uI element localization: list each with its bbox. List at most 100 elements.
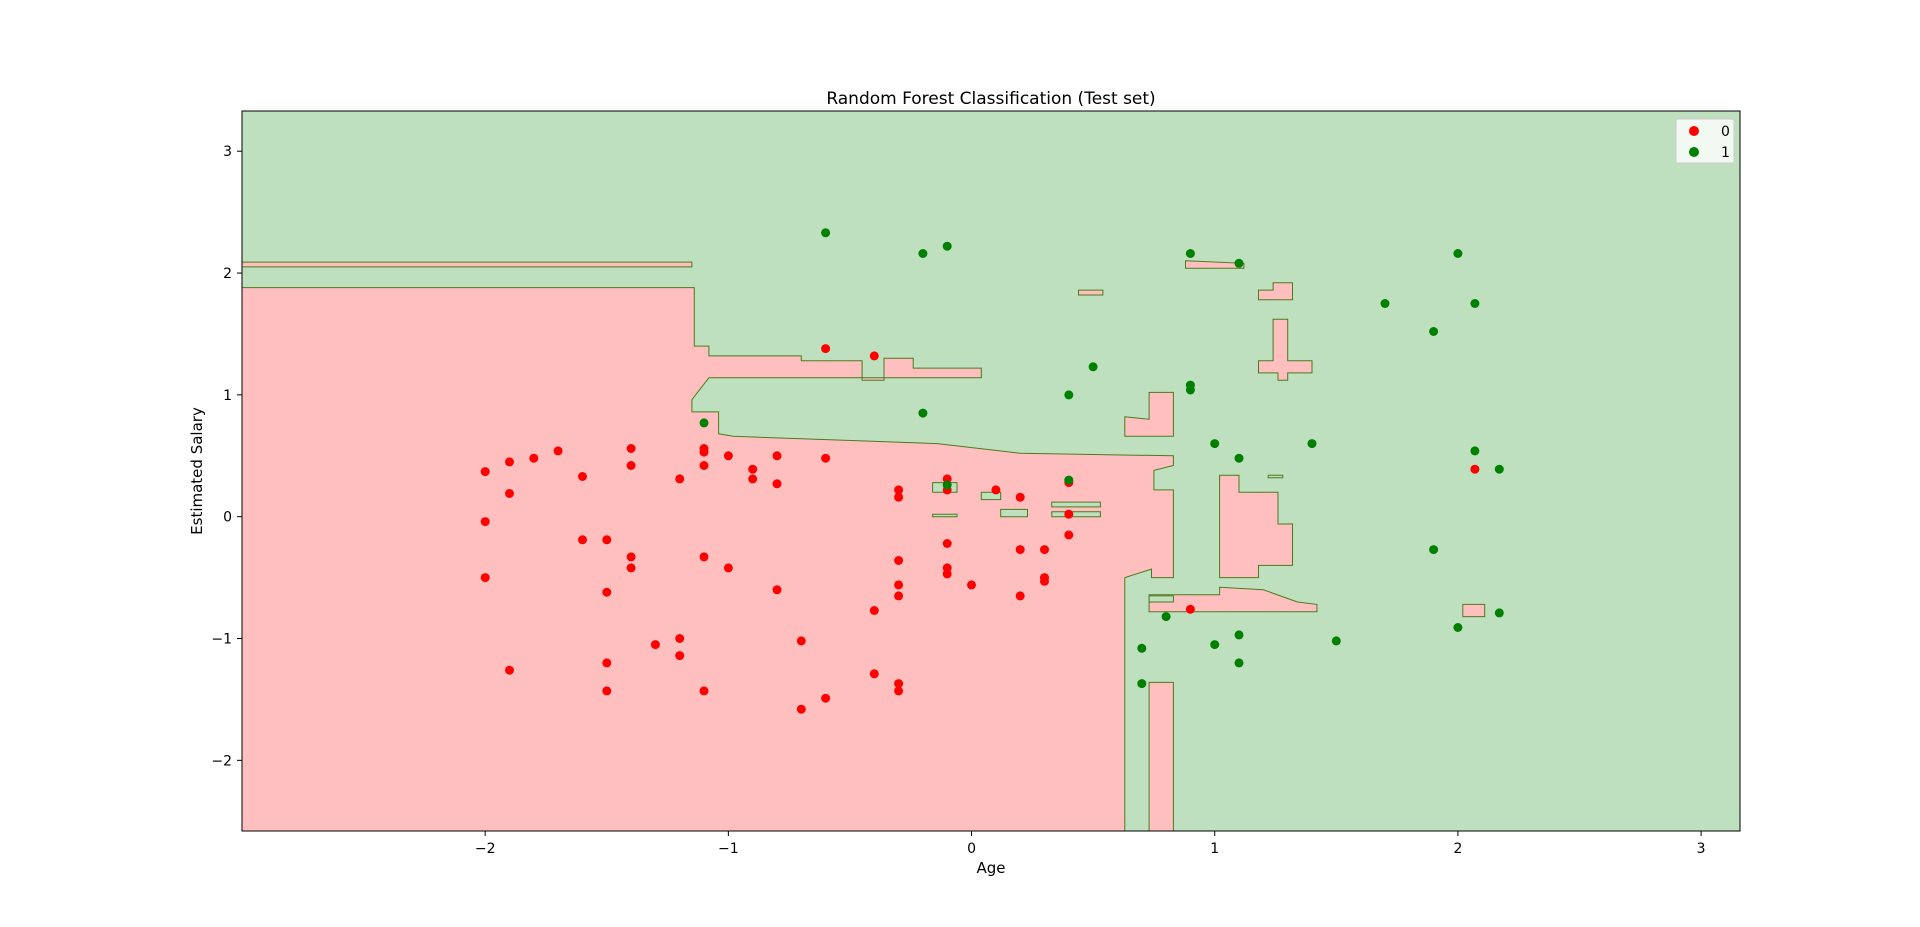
class-0-region xyxy=(1185,260,1245,269)
data-point-class-0 xyxy=(991,485,1001,495)
data-point-class-1 xyxy=(699,418,709,428)
x-tick-label: 3 xyxy=(1697,841,1706,857)
data-point-class-0 xyxy=(796,636,806,646)
data-point-class-0 xyxy=(602,658,612,668)
x-tick-label: −2 xyxy=(475,841,496,857)
data-point-class-1 xyxy=(1185,249,1195,258)
y-tick-label: −2 xyxy=(211,753,232,769)
data-point-class-0 xyxy=(602,535,612,545)
data-point-class-1 xyxy=(1470,446,1480,456)
data-point-class-1 xyxy=(1234,258,1244,268)
legend: 0 1 xyxy=(1675,118,1735,164)
chart-title: Random Forest Classification (Test set) xyxy=(826,89,1155,109)
data-point-class-0 xyxy=(772,479,782,489)
data-point-class-0 xyxy=(894,580,904,590)
legend-marker-class-0 xyxy=(1689,126,1699,136)
data-point-class-1 xyxy=(1234,453,1244,463)
data-point-class-0 xyxy=(894,485,904,495)
data-point-class-0 xyxy=(602,686,612,696)
data-point-class-1 xyxy=(942,241,952,251)
data-point-class-1 xyxy=(1453,249,1463,258)
data-point-class-0 xyxy=(1064,530,1074,540)
data-point-class-0 xyxy=(869,606,879,615)
data-point-class-0 xyxy=(529,453,539,463)
y-axis-ticks: −2 −1 0 1 2 3 xyxy=(211,144,242,769)
data-point-class-1 xyxy=(821,228,831,238)
data-point-class-0 xyxy=(821,693,831,703)
class-1-region xyxy=(932,513,958,518)
data-point-class-0 xyxy=(1185,604,1195,614)
x-axis-ticks: −2 −1 0 1 2 3 xyxy=(475,831,1706,857)
data-point-class-0 xyxy=(821,453,831,463)
data-point-class-0 xyxy=(894,492,904,502)
class-0-region xyxy=(242,261,693,268)
class-0-region xyxy=(1124,391,1174,437)
data-point-class-1 xyxy=(1307,439,1317,449)
legend-label-class-1: 1 xyxy=(1721,145,1730,161)
data-point-class-0 xyxy=(967,580,976,590)
class-0-region xyxy=(1462,603,1486,618)
data-point-class-0 xyxy=(505,457,514,467)
data-point-class-1 xyxy=(918,249,928,258)
class-1-region xyxy=(1148,595,1174,603)
data-point-class-0 xyxy=(578,535,587,545)
y-tick-label: 1 xyxy=(223,388,232,404)
x-tick-label: −1 xyxy=(718,841,739,857)
y-tick-label: −1 xyxy=(211,632,232,648)
data-point-class-0 xyxy=(553,446,563,456)
data-point-class-1 xyxy=(1137,643,1147,653)
data-point-class-1 xyxy=(1453,623,1463,632)
data-point-class-0 xyxy=(505,665,514,675)
x-axis-label: Age xyxy=(976,859,1005,877)
data-point-class-0 xyxy=(723,451,733,461)
data-point-class-0 xyxy=(942,539,952,548)
data-point-class-0 xyxy=(942,569,952,579)
data-point-class-0 xyxy=(772,451,782,461)
data-point-class-1 xyxy=(1234,658,1244,668)
data-point-class-0 xyxy=(626,444,636,453)
data-point-class-1 xyxy=(1494,464,1504,474)
class-1-region xyxy=(1000,508,1028,518)
data-point-class-1 xyxy=(1064,390,1074,400)
data-point-class-1 xyxy=(1470,299,1480,308)
data-point-class-0 xyxy=(869,669,879,679)
y-axis-label: Estimated Salary xyxy=(188,407,206,535)
data-point-class-0 xyxy=(894,591,904,601)
class-1-region xyxy=(1051,501,1101,508)
data-point-class-0 xyxy=(723,563,733,573)
data-point-class-0 xyxy=(699,447,709,457)
data-point-class-0 xyxy=(1015,545,1025,555)
data-point-class-0 xyxy=(675,651,685,661)
data-point-class-0 xyxy=(894,679,904,689)
data-point-class-0 xyxy=(626,563,636,573)
class-0-region xyxy=(1258,318,1313,381)
data-point-class-0 xyxy=(650,640,660,650)
data-point-class-1 xyxy=(1429,545,1439,555)
data-point-class-1 xyxy=(1429,327,1439,336)
data-point-class-0 xyxy=(699,461,709,470)
x-tick-label: 2 xyxy=(1453,841,1462,857)
data-point-class-0 xyxy=(626,461,636,470)
data-point-class-1 xyxy=(1380,299,1390,308)
data-point-class-0 xyxy=(1040,545,1049,555)
data-point-class-0 xyxy=(748,464,758,474)
data-point-class-1 xyxy=(1331,636,1341,646)
data-point-class-1 xyxy=(1494,608,1504,618)
data-point-class-0 xyxy=(675,634,685,643)
data-point-class-0 xyxy=(1040,576,1049,586)
data-point-class-0 xyxy=(602,587,612,597)
data-point-class-1 xyxy=(1210,439,1220,449)
y-tick-label: 0 xyxy=(223,510,232,526)
data-point-class-0 xyxy=(699,686,709,696)
x-tick-label: 0 xyxy=(967,841,976,857)
data-point-class-0 xyxy=(505,489,514,498)
data-point-class-1 xyxy=(1234,630,1244,640)
data-point-class-1 xyxy=(942,480,952,490)
class-0-region xyxy=(1148,681,1174,831)
data-point-class-1 xyxy=(1137,679,1147,689)
data-points xyxy=(480,228,1504,714)
class-0-region xyxy=(1258,282,1293,301)
data-point-class-1 xyxy=(918,408,928,418)
data-point-class-1 xyxy=(1064,475,1074,485)
